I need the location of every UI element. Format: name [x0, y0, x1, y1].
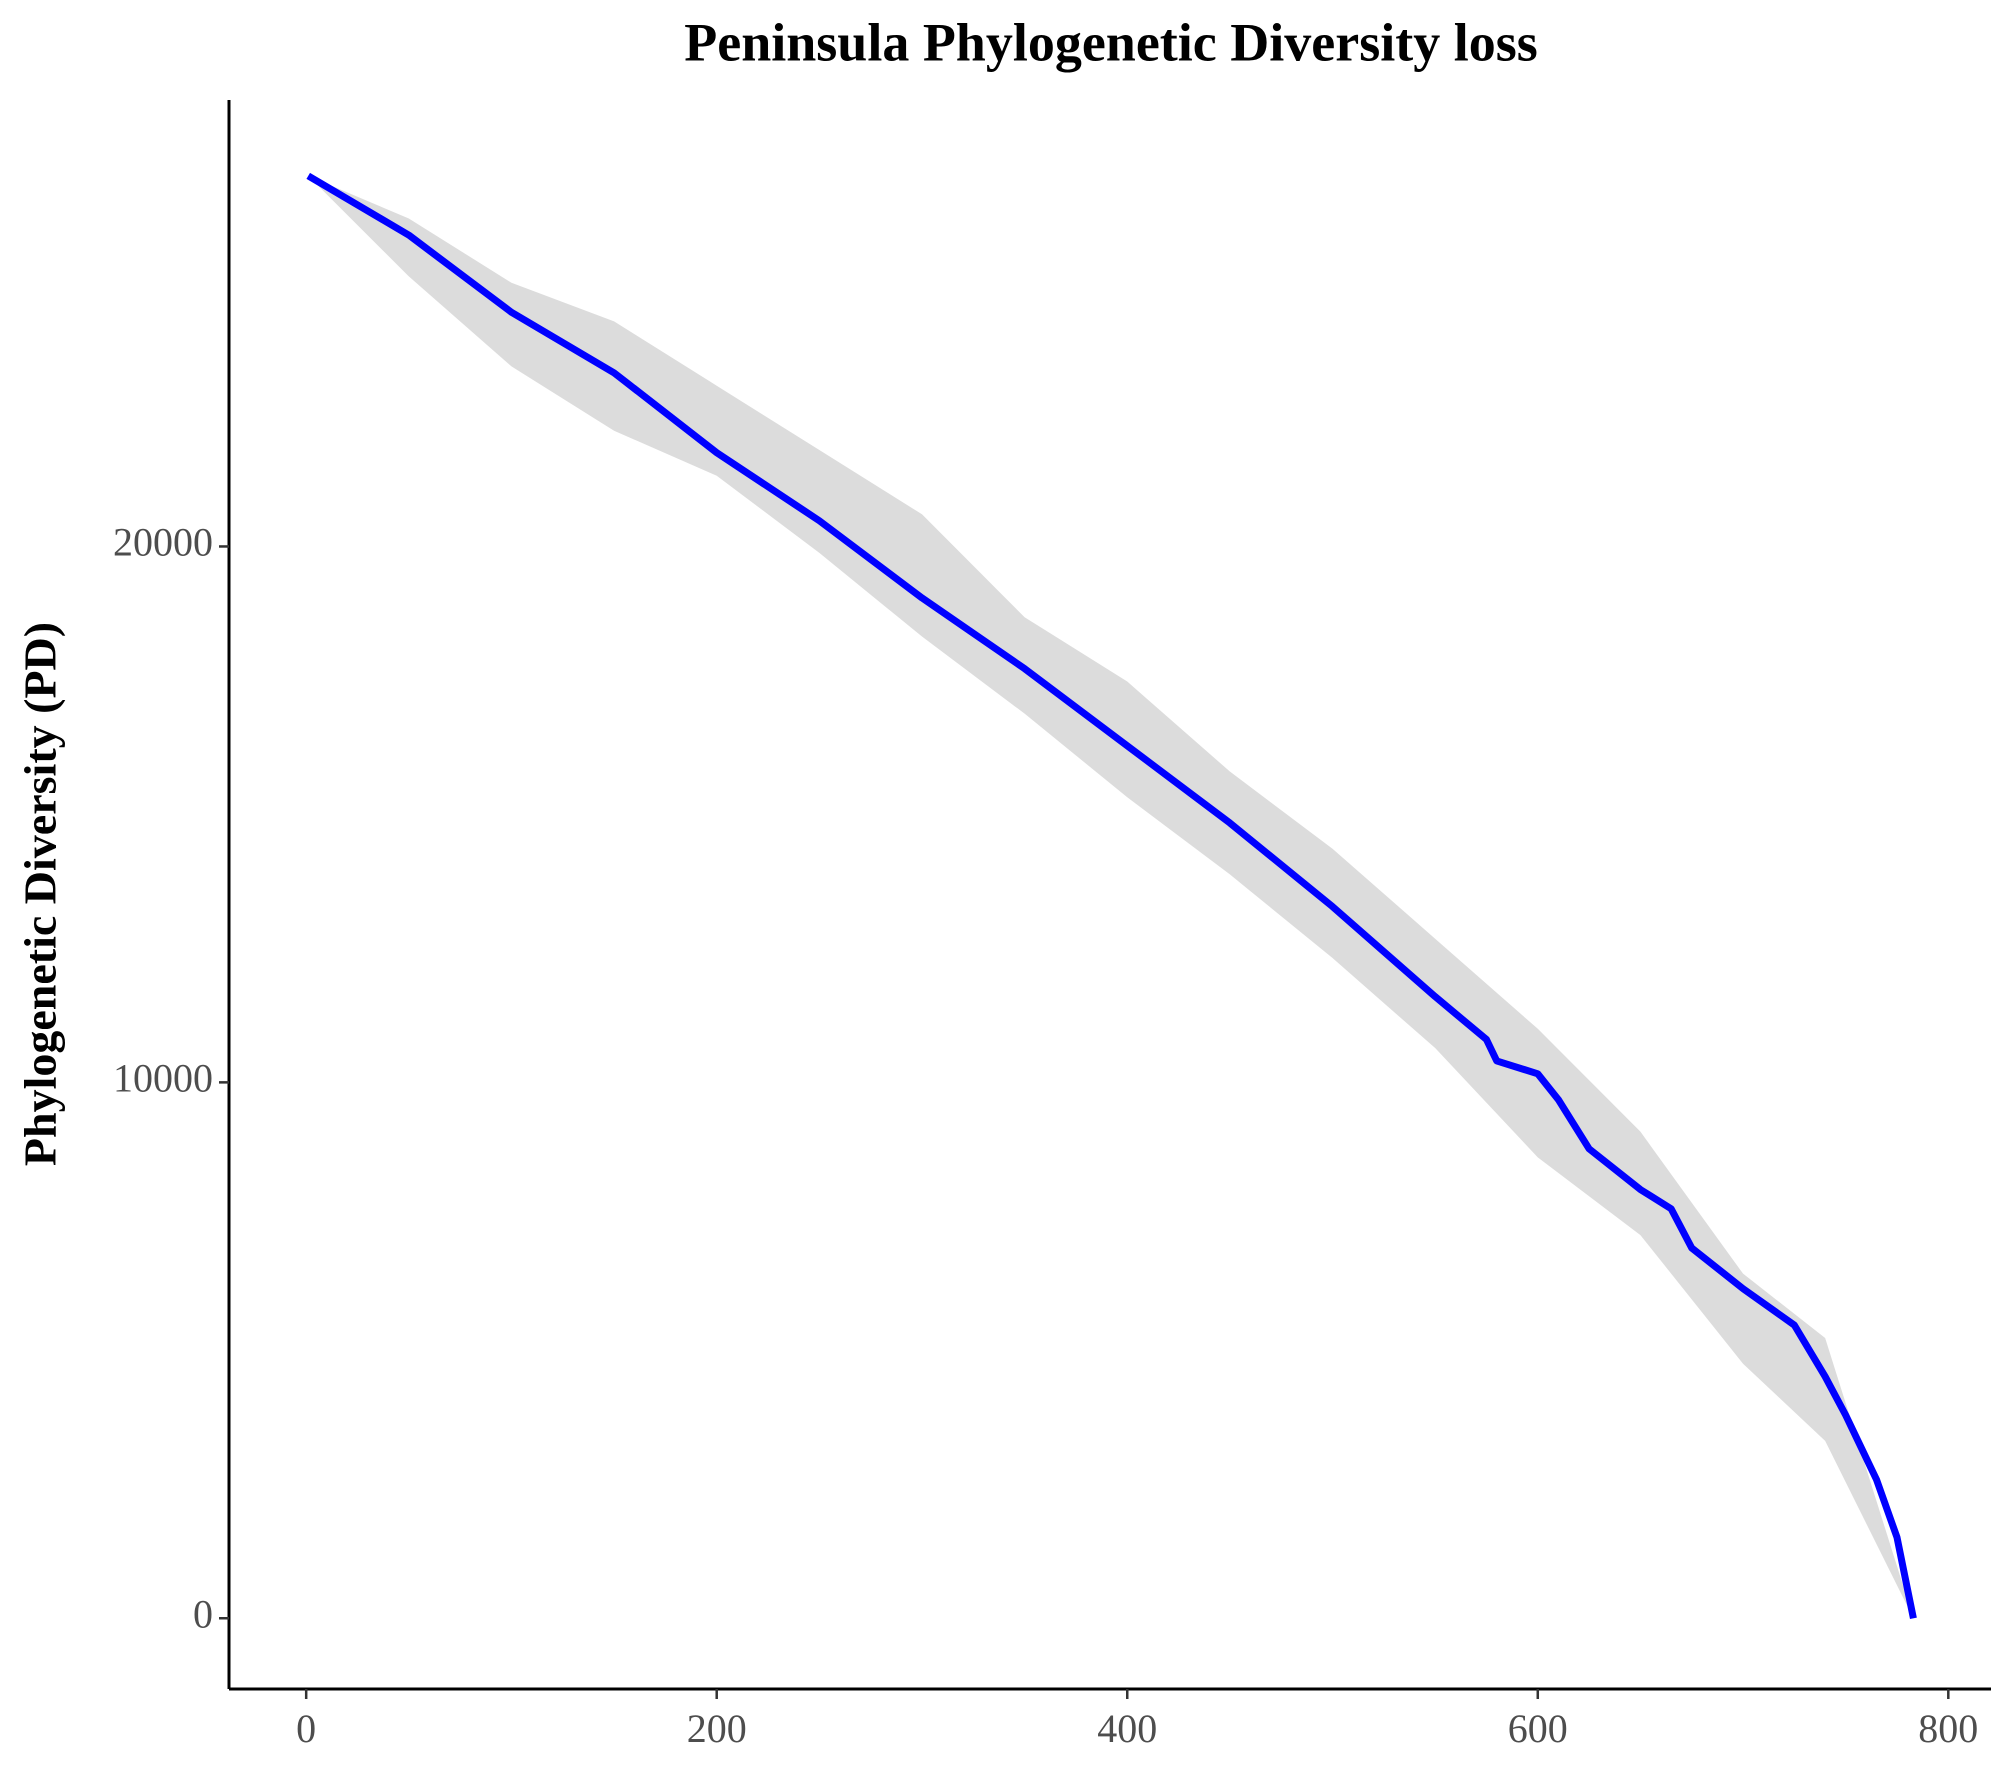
x-tick-label: 0 [296, 1706, 316, 1751]
x-tick-label: 600 [1508, 1706, 1568, 1751]
x-tick-label: 800 [1918, 1706, 1978, 1751]
x-tick-label: 400 [1097, 1706, 1157, 1751]
y-tick-label: 0 [193, 1591, 213, 1636]
y-axis-label: Phylogenetic Diversity (PD) [15, 622, 66, 1166]
pd-line [306, 172, 1917, 1619]
y-tick-label: 20000 [113, 520, 213, 565]
confidence-ribbon [308, 175, 1914, 1619]
chart-title: Peninsula Phylogenetic Diversity loss [684, 12, 1537, 72]
y-tick-label: 10000 [113, 1056, 213, 1101]
x-tick-label: 200 [687, 1706, 747, 1751]
